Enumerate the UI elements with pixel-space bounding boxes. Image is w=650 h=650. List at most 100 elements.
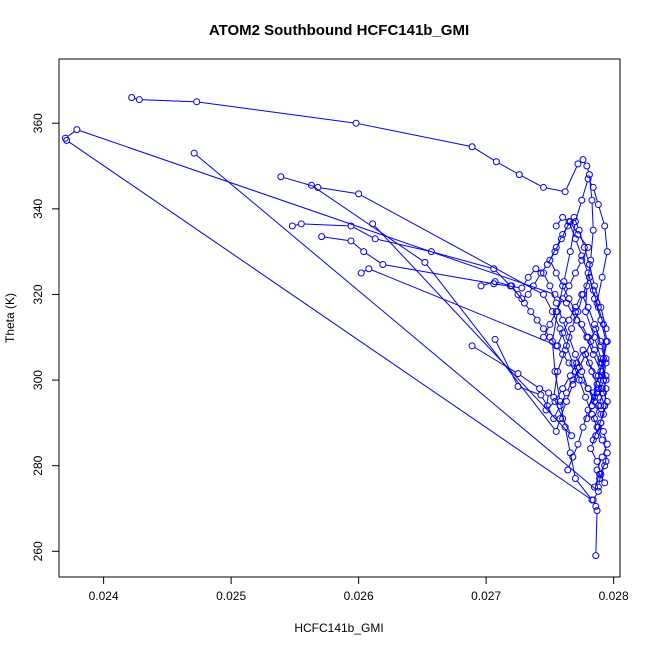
series-segment: [569, 301, 575, 310]
series-segment: [529, 288, 533, 293]
data-point: [578, 376, 586, 384]
series-segment: [544, 275, 549, 284]
series-segment: [576, 373, 581, 378]
series-segment: [589, 181, 593, 186]
data-point: [568, 432, 576, 440]
data-point: [582, 350, 590, 358]
series-segment: [595, 352, 600, 361]
series-segment: [542, 397, 547, 404]
series-11: [491, 335, 609, 440]
series-segment: [553, 314, 560, 327]
data-point: [63, 136, 71, 144]
y-tick-label: 360: [31, 113, 45, 133]
data-point: [578, 290, 586, 298]
series-segment: [552, 314, 558, 339]
data-point: [540, 290, 547, 298]
data-point: [515, 171, 523, 179]
data-point: [559, 316, 567, 324]
series-segment: [304, 223, 349, 227]
data-point: [584, 269, 592, 277]
data-point: [540, 325, 547, 333]
x-tick-label: 0.024: [89, 589, 119, 603]
data-point: [571, 303, 579, 311]
data-point: [584, 175, 592, 183]
series-segment: [532, 313, 536, 319]
series-segment: [563, 378, 570, 387]
series-segment: [601, 365, 606, 374]
data-point: [598, 273, 606, 281]
series-segment: [557, 219, 562, 224]
data-point: [514, 383, 522, 390]
data-point: [559, 385, 567, 393]
data-point: [551, 368, 559, 376]
data-point: [550, 393, 558, 401]
x-axis-label: HCFC141b_GMI: [294, 621, 383, 635]
series-segment: [602, 442, 607, 451]
series-segment: [576, 314, 581, 322]
data-point: [533, 316, 541, 324]
data-point: [585, 260, 593, 268]
series-segment: [567, 382, 572, 391]
data-point: [601, 402, 609, 410]
data-point: [584, 333, 592, 341]
series-segment: [320, 187, 356, 194]
series-segment: [589, 339, 594, 348]
data-point: [603, 338, 611, 346]
chart-title: ATOM2 Southbound HCFC141b_GMI: [209, 22, 469, 39]
data-point: [357, 269, 365, 277]
series-segment: [520, 374, 538, 388]
data-point: [584, 406, 592, 414]
data-point: [574, 160, 582, 168]
series-segment: [567, 305, 576, 318]
data-point: [584, 385, 592, 393]
data-point: [548, 308, 556, 316]
data-point: [562, 397, 570, 405]
data-point: [307, 181, 315, 189]
series-segment: [557, 347, 562, 353]
data-point: [537, 269, 545, 277]
series-segment: [583, 382, 587, 387]
series-segment: [593, 356, 601, 369]
series-segment: [538, 322, 543, 327]
series-segment: [593, 190, 598, 202]
series-12: [477, 278, 605, 410]
series-segment: [603, 344, 608, 356]
series-segment: [594, 408, 598, 416]
data-point: [365, 265, 373, 273]
series-segment: [199, 101, 354, 124]
data-point: [568, 325, 576, 333]
data-point: [540, 269, 547, 277]
data-point: [468, 143, 476, 151]
series-segment: [601, 310, 606, 326]
series-segment: [591, 203, 594, 228]
series-segment: [550, 262, 556, 271]
data-point: [569, 359, 577, 367]
series-segment: [553, 374, 558, 395]
series-segment: [550, 314, 556, 322]
plot-frame: [58, 58, 621, 578]
series-segment: [556, 390, 562, 400]
series-segment: [283, 177, 316, 188]
series-segment: [548, 408, 553, 417]
series-segment: [595, 399, 600, 404]
series-segment: [588, 395, 593, 408]
series-segment: [522, 279, 528, 286]
data-point: [347, 222, 355, 230]
series-segment: [598, 361, 604, 374]
series-segment: [378, 238, 429, 252]
data-point: [527, 308, 535, 316]
y-tick-label: 320: [31, 284, 45, 304]
data-point: [593, 507, 601, 515]
data-point: [318, 233, 326, 241]
series-segment: [577, 322, 586, 335]
data-point: [598, 436, 606, 444]
data-point: [369, 220, 377, 228]
series-segment: [434, 251, 492, 269]
series-segment: [560, 395, 566, 404]
data-point: [599, 320, 607, 328]
series-segment: [590, 365, 595, 374]
series-segment: [588, 309, 594, 322]
data-point: [569, 380, 577, 388]
data-point: [546, 282, 554, 290]
data-point: [514, 370, 522, 378]
